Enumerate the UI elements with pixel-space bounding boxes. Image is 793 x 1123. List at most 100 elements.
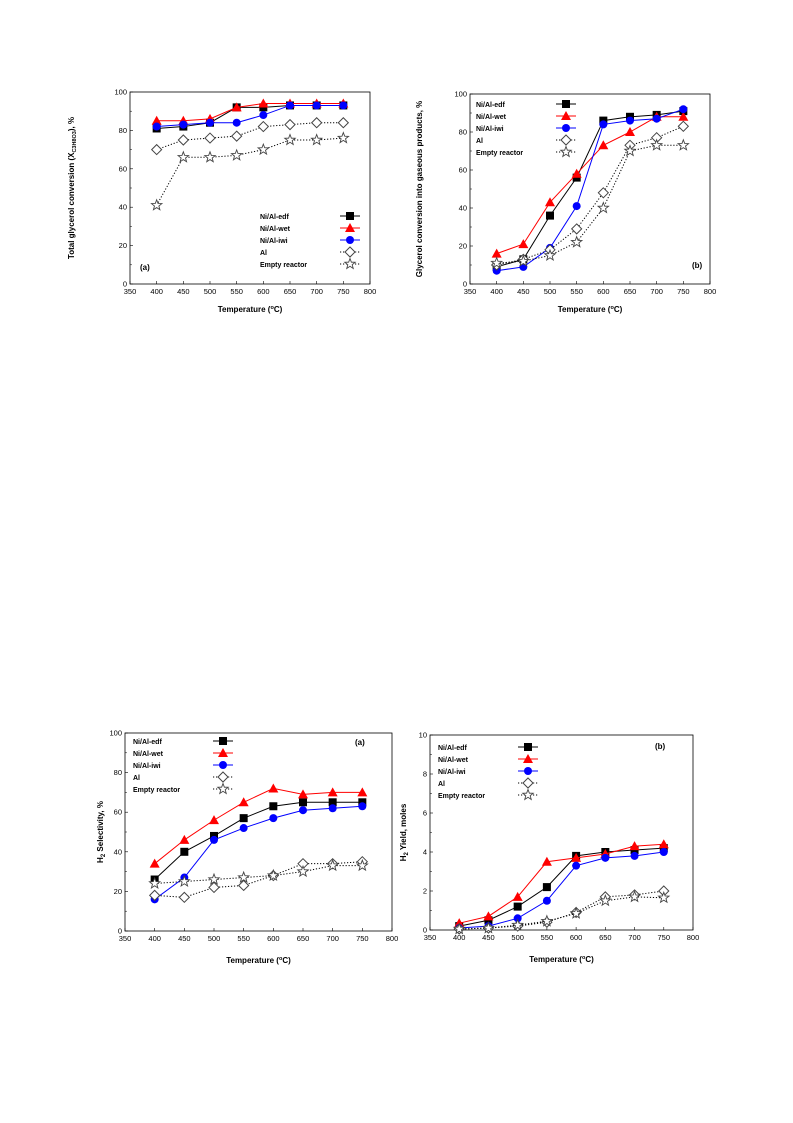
data-point-al (208, 881, 220, 894)
legend-label: Ni/Al-wet (133, 751, 164, 758)
y-tick-label: 60 (459, 166, 467, 175)
data-point-empty-reactor (296, 864, 310, 878)
series-ni-al-iwi (492, 105, 688, 275)
y-tick-label: 40 (119, 203, 127, 212)
plot-frame (124, 732, 393, 932)
y-tick-label: 6 (423, 809, 427, 818)
legend-label: Al (476, 138, 483, 145)
series-line-ni-al-iwi (459, 851, 664, 929)
series-line-empty-reactor (496, 144, 684, 264)
y-tick-label: 0 (423, 926, 427, 935)
data-point-empty-reactor (336, 131, 350, 144)
legend-label: Ni/Al-wet (260, 226, 291, 233)
x-tick-label: 750 (677, 287, 690, 296)
x-tick-label: 350 (464, 287, 477, 296)
data-point-ni-al-wet (571, 168, 582, 178)
legend-label: Ni/Al-wet (476, 114, 507, 121)
data-point-al (284, 118, 296, 131)
x-tick-label: 800 (704, 287, 717, 296)
data-point-al (237, 879, 250, 892)
data-point-empty-reactor (452, 922, 466, 935)
series-empty-reactor (148, 858, 369, 889)
figure-h2-selectivity: 350 400 450 500 550 600 650 700 750 800 0 20 40 60 80 1… (80, 720, 400, 980)
data-point-ni-al-iwi (299, 806, 307, 815)
data-point-ni-al-edf (180, 847, 189, 856)
chart-h2-yield: 350 400 450 500 550 600 650 700 750 800 0 2 4 6 8 10 Tem… (399, 731, 699, 965)
x-tick-label: 750 (337, 287, 350, 296)
data-point-ni-al-wet (625, 127, 635, 136)
data-point-al (257, 120, 270, 133)
data-point-empty-reactor (490, 256, 504, 269)
chart-total-conversion: 350 400 450 500 550 600 650 700 750 800 0 20 40 60 80 1… (67, 88, 377, 315)
legend: Ni/Al-edf Ni/Al-wet Ni/Al-iwi Al Empty react… (260, 212, 360, 270)
x-tick-label: 500 (544, 287, 557, 296)
data-point-ni-al-iwi (328, 804, 337, 813)
y-tick-label: 80 (114, 768, 122, 777)
x-tick-label: 700 (310, 287, 323, 296)
data-point-ni-al-edf (546, 211, 554, 220)
x-tick-label: 550 (541, 933, 554, 942)
x-axis-label: Temperature (oC) (558, 305, 623, 314)
data-point-ni-al-iwi (232, 118, 241, 127)
data-point-ni-al-wet (268, 783, 279, 793)
panel-label: (a) (140, 263, 150, 272)
figure-gaseous-conversion: 350 400 450 500 550 600 650 700 750 800 0 20 40 60 80 1… (410, 80, 730, 330)
series-line-empty-reactor (154, 865, 363, 884)
data-point-ni-al-iwi (601, 853, 610, 862)
legend-label: Ni/Al-wet (438, 757, 469, 764)
series-line-ni-al-wet (156, 103, 344, 122)
x-axis-label: Temperature (oC) (226, 956, 291, 965)
x-axis-label: Temperature (oC) (218, 305, 283, 314)
panel-label: (b) (692, 261, 703, 270)
series-line-ni-al-iwi (496, 108, 684, 272)
x-tick-label: 450 (177, 287, 190, 296)
legend-label: Ni/Al-edf (260, 214, 289, 221)
y-tick-label: 2 (423, 887, 427, 896)
y-tick-label: 0 (123, 280, 127, 289)
data-point-ni-al-iwi (339, 101, 348, 110)
x-tick-label: 800 (386, 934, 399, 943)
x-tick-label: 600 (257, 287, 270, 296)
data-point-ni-al-iwi (358, 802, 367, 811)
legend-marker (561, 111, 571, 120)
data-point-empty-reactor (148, 876, 162, 889)
y-tick-label: 0 (118, 927, 122, 936)
series-empty-reactor (490, 138, 690, 269)
series-line-ni-al-iwi (154, 805, 363, 900)
data-point-ni-al-wet (327, 787, 338, 797)
legend-label: Ni/Al-edf (476, 102, 505, 109)
y-tick-label: 20 (459, 242, 467, 251)
data-point-ni-al-wet (629, 841, 640, 851)
series-empty-reactor (452, 890, 671, 935)
series-empty-reactor (150, 131, 350, 211)
legend-label: Empty reactor (476, 150, 523, 157)
x-tick-label: 800 (364, 287, 377, 296)
data-point-ni-al-iwi (572, 202, 581, 211)
data-point-empty-reactor (230, 148, 244, 161)
y-tick-label: 100 (109, 729, 122, 738)
data-point-empty-reactor (598, 893, 612, 907)
data-point-ni-al-wet (258, 98, 269, 108)
data-point-empty-reactor (540, 914, 554, 927)
data-point-ni-al-edf (269, 802, 278, 811)
legend-label: Empty reactor (260, 262, 307, 269)
data-point-empty-reactor (570, 235, 584, 248)
data-point-empty-reactor (569, 906, 583, 919)
legend-label: Ni/Al-iwi (476, 126, 504, 133)
x-tick-label: 700 (650, 287, 663, 296)
data-point-ni-al-wet (238, 797, 249, 807)
legend: Ni/Al-edf Ni/Al-wet Ni/Al-iwi Al Empty react… (133, 737, 233, 795)
x-tick-label: 350 (119, 934, 132, 943)
data-point-empty-reactor (203, 150, 217, 163)
legend-marker (521, 788, 535, 801)
series-ni-al-iwi (152, 101, 348, 131)
y-tick-label: 60 (114, 808, 122, 817)
legend-marker (345, 223, 355, 232)
data-point-ni-al-iwi (206, 118, 214, 127)
y-tick-label: 80 (459, 128, 467, 137)
data-point-empty-reactor (207, 872, 221, 886)
legend-marker (219, 761, 227, 769)
legend-marker (217, 771, 229, 783)
x-tick-label: 550 (230, 287, 243, 296)
figure-total-conversion: 350 400 450 500 550 600 650 700 750 800 0 20 40 60 80 1… (60, 80, 380, 330)
